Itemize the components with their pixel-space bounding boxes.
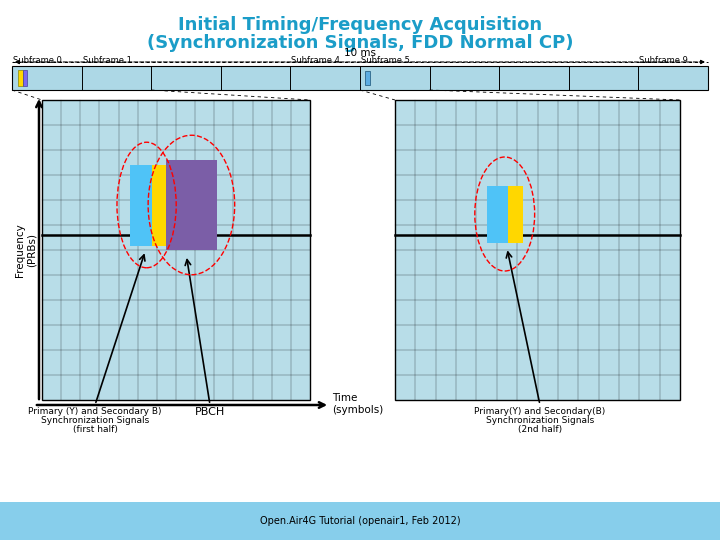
Bar (487, 186, 508, 242)
Bar (42, 100, 310, 400)
Text: Subframe 5: Subframe 5 (361, 56, 410, 65)
Text: Time
(symbols): Time (symbols) (332, 393, 383, 415)
Bar (508, 186, 523, 242)
Bar (166, 160, 217, 250)
Bar (23, 70, 27, 86)
Text: Open.Air4G Tutorial (openair1, Feb 2012): Open.Air4G Tutorial (openair1, Feb 2012) (260, 516, 460, 526)
Bar (0, 502, 720, 540)
Text: Primary (Y) and Secondary B): Primary (Y) and Secondary B) (28, 407, 162, 416)
Text: Initial Timing/Frequency Acquisition: Initial Timing/Frequency Acquisition (178, 16, 542, 34)
Text: Frequency
(PRBs): Frequency (PRBs) (15, 223, 37, 277)
Text: Subframe 4: Subframe 4 (292, 56, 341, 65)
Text: Synchronization Signals: Synchronization Signals (41, 416, 149, 425)
Text: Synchronization Signals: Synchronization Signals (486, 416, 594, 425)
Text: Subframe 9: Subframe 9 (639, 56, 688, 65)
Text: (Synchronization Signals, FDD Normal CP): (Synchronization Signals, FDD Normal CP) (147, 34, 573, 52)
Text: Primary(Y) and Secondary(B): Primary(Y) and Secondary(B) (474, 407, 606, 416)
Text: Subframe 0: Subframe 0 (13, 56, 62, 65)
Bar (18, 70, 23, 86)
Bar (365, 71, 370, 85)
Text: 10 ms: 10 ms (344, 48, 376, 58)
Bar (12, 66, 708, 90)
Text: (first half): (first half) (73, 425, 117, 434)
Bar (153, 165, 166, 246)
Text: (2nd half): (2nd half) (518, 425, 562, 434)
Text: Subframe 1: Subframe 1 (83, 56, 132, 65)
Bar (395, 100, 680, 400)
Bar (130, 165, 153, 246)
Text: PBCH: PBCH (195, 407, 225, 417)
